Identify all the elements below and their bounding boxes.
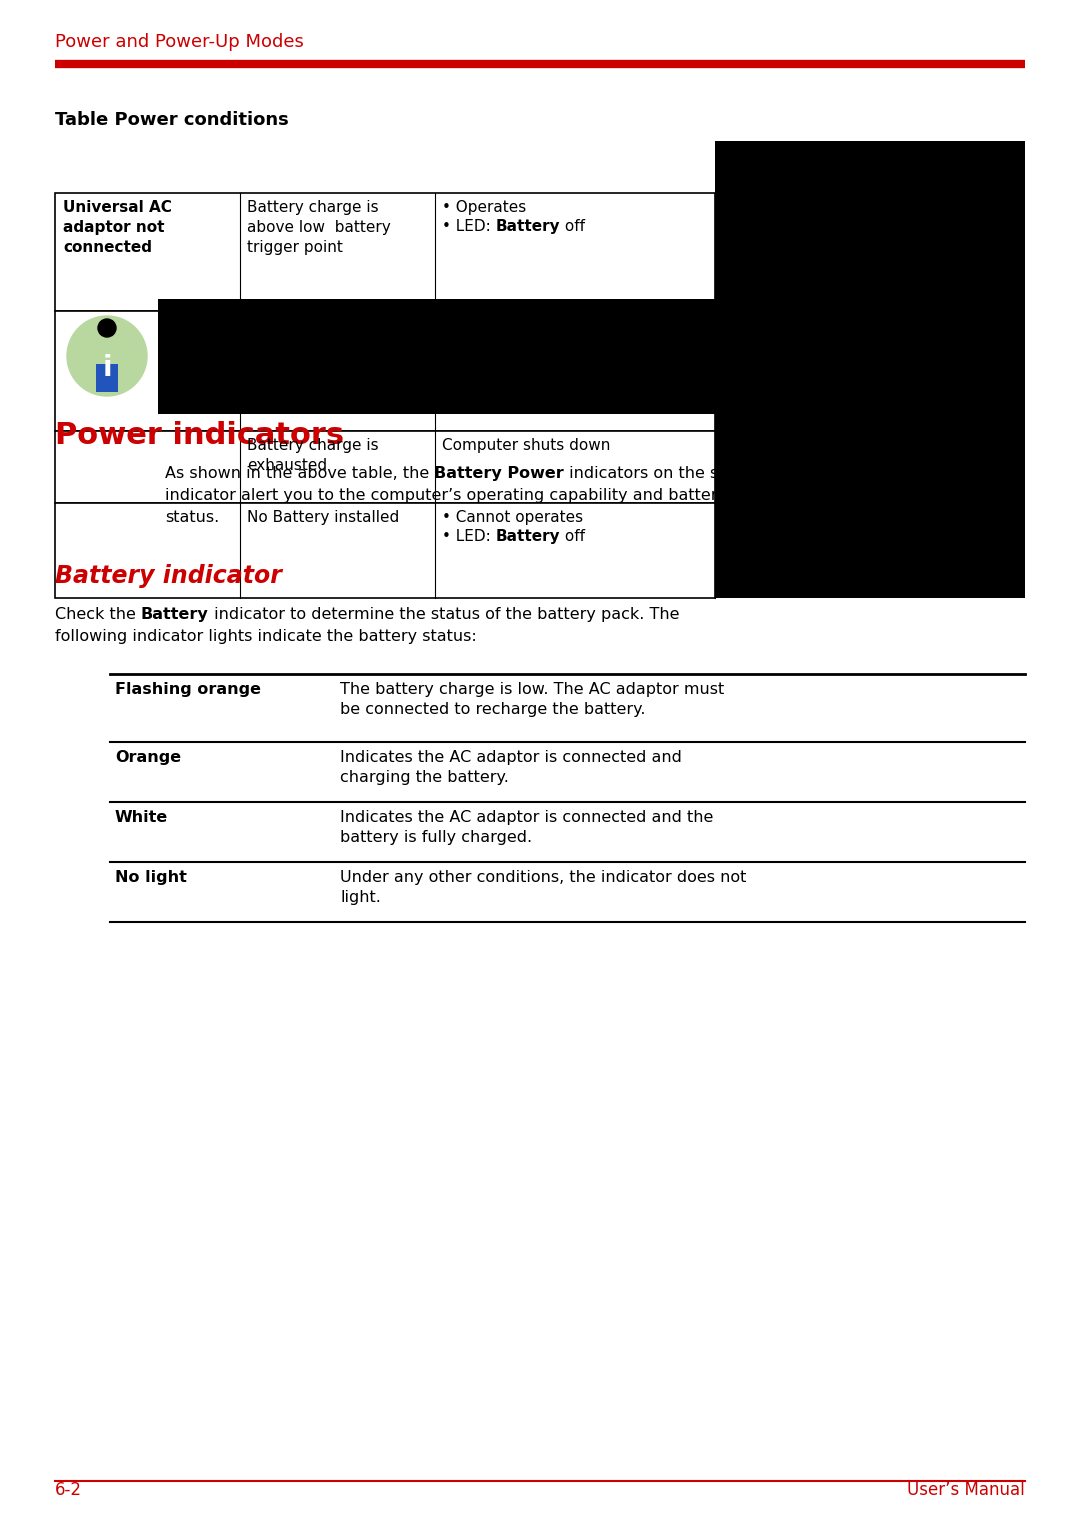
Text: Indicates the AC adaptor is connected and
charging the battery.: Indicates the AC adaptor is connected an… (340, 751, 681, 786)
Bar (55, 503, 715, 598)
Text: flashes orange: flashes orange (561, 336, 678, 352)
Text: off: off (561, 529, 585, 544)
Text: • LED:: • LED: (442, 219, 496, 234)
Text: Check the: Check the (55, 607, 141, 622)
Text: Battery charge is
exhausted: Battery charge is exhausted (247, 437, 379, 472)
Text: off: off (561, 219, 585, 234)
Text: Battery Power: Battery Power (434, 466, 564, 482)
Bar (96, 364, 118, 391)
Bar (55, 193, 715, 310)
Bar (715, 193, 1025, 310)
Text: status.: status. (165, 511, 219, 524)
Text: Battery: Battery (496, 529, 561, 544)
Text: following indicator lights indicate the battery status:: following indicator lights indicate the … (55, 628, 476, 644)
Text: Battery: Battery (496, 219, 561, 234)
Text: Universal AC
adaptor not
connected: Universal AC adaptor not connected (63, 200, 172, 255)
Text: Power indicators: Power indicators (55, 420, 345, 450)
Text: White: White (114, 810, 168, 826)
Text: • Operates: • Operates (442, 318, 526, 333)
Text: 6-2: 6-2 (55, 1482, 82, 1498)
Text: No light: No light (114, 870, 187, 885)
Text: Battery: Battery (496, 336, 561, 352)
Bar (715, 141, 1025, 193)
Text: Battery charge is
above low  battery
trigger point: Battery charge is above low battery trig… (247, 200, 391, 255)
Text: • Operates: • Operates (442, 200, 526, 216)
Text: Table Power conditions: Table Power conditions (55, 112, 288, 128)
Text: • LED:: • LED: (442, 336, 496, 352)
Text: • Cannot operates: • Cannot operates (442, 511, 583, 524)
Text: indicator to determine the status of the battery pack. The: indicator to determine the status of the… (208, 607, 679, 622)
Bar (55, 310, 715, 431)
Text: No Battery installed: No Battery installed (247, 511, 400, 524)
Circle shape (67, 317, 147, 396)
Text: Under any other conditions, the indicator does not
light.: Under any other conditions, the indicato… (340, 870, 746, 905)
Text: Computer shuts down: Computer shuts down (442, 437, 610, 453)
Circle shape (98, 320, 116, 336)
Text: indicators on the system: indicators on the system (564, 466, 768, 482)
Bar (715, 310, 1025, 431)
Text: Indicates the AC adaptor is connected and the
battery is fully charged.: Indicates the AC adaptor is connected an… (340, 810, 714, 846)
Text: Battery indicator: Battery indicator (55, 564, 282, 589)
Text: • LED:: • LED: (442, 529, 496, 544)
Bar (158, 300, 1025, 414)
Bar (715, 503, 1025, 598)
Text: Battery charge is
below low battery
trigger point: Battery charge is below low battery trig… (247, 318, 384, 373)
Bar (55, 431, 715, 503)
Text: Power and Power-Up Modes: Power and Power-Up Modes (55, 34, 303, 50)
Text: Battery: Battery (141, 607, 208, 622)
Text: User’s Manual: User’s Manual (907, 1482, 1025, 1498)
Text: indicator alert you to the computer’s operating capability and battery charge: indicator alert you to the computer’s op… (165, 488, 787, 503)
Text: Flashing orange: Flashing orange (114, 682, 261, 697)
Text: As shown in the above table, the: As shown in the above table, the (165, 466, 434, 482)
Text: The battery charge is low. The AC adaptor must
be connected to recharge the batt: The battery charge is low. The AC adapto… (340, 682, 725, 717)
Text: Orange: Orange (114, 751, 181, 764)
Bar (715, 431, 1025, 503)
Text: i: i (103, 355, 112, 382)
